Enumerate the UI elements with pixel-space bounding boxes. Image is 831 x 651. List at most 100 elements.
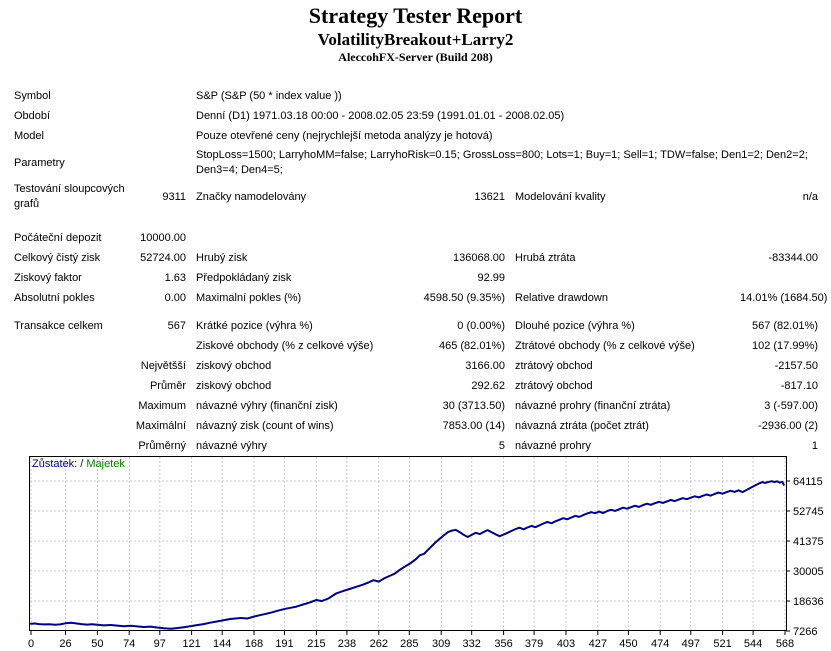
row-label: Průměrný [138,440,186,452]
row-label: Celkový čistý zisk [14,252,101,264]
svg-text:403: 403 [557,638,575,650]
stat-value: 3166.00 [465,360,505,372]
svg-text:356: 356 [494,638,512,650]
svg-text:97: 97 [154,638,166,650]
row-label: Ziskový faktor [14,272,82,284]
table-row-period: Období Denní (D1) 1971.03.18 00:00 - 200… [0,106,831,126]
svg-text:450: 450 [619,638,637,650]
table-row-model: Model Pouze otevřené ceny (nejrychlejší … [0,126,831,146]
svg-text:52745: 52745 [793,506,824,518]
stat-value: 9311 [162,190,186,203]
row-label: Průměr [149,380,186,392]
table-row-largest: Největšší ziskový obchod 3166.00 ztrátov… [0,356,831,376]
table-row-profit-factor: Ziskový faktor 1.63 Předpokládaný zisk 9… [0,268,831,288]
table-row-maximal-consecutive: Maximální návazný zisk (count of wins) 7… [0,416,831,436]
stat-label: návazná ztráta (počet ztrát) [515,420,649,432]
stat-label: Ziskové obchody (% z celkové výše) [196,340,374,352]
balance-chart: Zůstatek: / Majetek 0 26 50 74 97 121 144 168 191… [28,456,824,650]
svg-text:427: 427 [589,638,607,650]
svg-text:521: 521 [713,638,731,650]
table-row-total-trades: Transakce celkem 567 Krátké pozice (výhr… [0,316,831,336]
row-label: Testování sloupcových grafů [14,183,125,210]
svg-text:74: 74 [123,638,135,650]
stat-value: 1.63 [164,272,186,284]
stat-value: 567 (82.01%) [751,320,818,332]
equity-curve-svg: 0 26 50 74 97 121 144 168 191 215 238 262 285 309 332 3… [28,456,824,650]
stat-value: 10000.00 [140,232,186,244]
expert-name: VolatilityBreakout+Larry2 [317,30,514,49]
chart-legend: Zůstatek: / Majetek [32,457,128,471]
stat-label: Předpokládaný zisk [196,272,292,284]
svg-text:215: 215 [307,638,325,650]
row-label: Maximální [135,420,186,432]
stat-value: 3 (-597.00) [764,400,818,412]
row-label: Počáteční depozit [14,232,102,244]
table-row-drawdown: Absolutní pokles 0.00 Maximalní pokles (… [0,288,831,308]
svg-text:121: 121 [182,638,200,650]
row-value: Denní (D1) 1971.03.18 00:00 - 2008.02.05… [196,110,565,122]
svg-text:41375: 41375 [793,536,824,548]
row-value: S&P (S&P (50 * index value )) [196,90,342,102]
stat-label: návazné výhry [196,440,267,452]
svg-text:144: 144 [213,638,231,650]
stats-table: Symbol S&P (S&P (50 * index value )) Obd… [0,86,831,456]
stat-value: 465 (82.01%) [438,340,505,352]
stat-label: Krátké pozice (výhra %) [196,320,313,332]
stat-value: 1 [811,440,818,452]
stat-value: -2936.00 (2) [758,420,818,432]
stat-label: Hrubý zisk [196,252,248,264]
svg-text:238: 238 [338,638,356,650]
stat-label: Modelování kvality [515,190,606,203]
legend-equity-label: Majetek [86,458,125,470]
table-row-average: Průměr ziskový obchod 292.62 ztrátový ob… [0,376,831,396]
stat-value: 13621 [474,190,505,203]
stat-value: 92.99 [477,272,505,284]
row-label: Parametry [14,156,65,169]
svg-text:568: 568 [776,638,794,650]
svg-text:285: 285 [400,638,418,650]
stat-value: 52724.00 [140,252,186,264]
table-row-parameters: Parametry StopLoss=1500; LarryhoMM=false… [0,146,831,180]
stat-value: 102 (17.99%) [751,340,818,352]
row-label: Maximum [138,400,186,412]
stat-value: -83344.00 [768,252,818,264]
svg-text:64115: 64115 [793,476,823,488]
svg-text:50: 50 [91,638,103,650]
stat-value: 5 [498,440,505,452]
svg-text:497: 497 [682,638,700,650]
svg-text:379: 379 [525,638,543,650]
row-label: Největšší [140,360,186,372]
stat-label: návazný zisk (count of wins) [196,420,334,432]
table-row-initial-deposit: Počáteční depozit 10000.00 [0,228,831,248]
svg-text:26: 26 [59,638,71,650]
stat-label: Maximalní pokles (%) [196,292,302,304]
row-label: Absolutní pokles [14,292,95,304]
row-label: Model [14,130,44,142]
stat-value: 4598.50 (9.35%) [423,292,505,304]
svg-text:168: 168 [245,638,263,650]
stat-label: Dlouhé pozice (výhra %) [515,320,635,332]
stat-label: návazné prohry (finanční ztráta) [515,400,671,412]
stat-label: návazné výhry (finanční zisk) [196,400,338,412]
svg-text:544: 544 [744,638,762,650]
stat-label: Značky namodelovány [196,190,307,203]
stat-label: Hrubá ztráta [515,252,576,264]
stat-label: ztrátový obchod [515,380,593,392]
stat-value: -817.10 [780,380,818,392]
stat-label: Relative drawdown [515,292,608,304]
stat-value: 567 [167,320,186,332]
svg-text:191: 191 [275,638,293,650]
table-row-profit-trades: Ziskové obchody (% z celkové výše) 465 (… [0,336,831,356]
stat-label: návazné prohry [515,440,591,452]
stat-value: 136068.00 [453,252,505,264]
svg-text:262: 262 [370,638,388,650]
table-row-symbol: Symbol S&P (S&P (50 * index value )) [0,86,831,106]
row-label: Transakce celkem [14,320,103,332]
stat-value: 292.62 [471,380,505,392]
svg-text:18636: 18636 [793,596,824,608]
row-label: Období [14,110,51,122]
stat-label: ztrátový obchod [515,360,593,372]
table-row-average-consecutive: Průměrný návazné výhry 5 návazné prohry … [0,436,831,456]
page-title: Strategy Tester Report [308,3,523,28]
